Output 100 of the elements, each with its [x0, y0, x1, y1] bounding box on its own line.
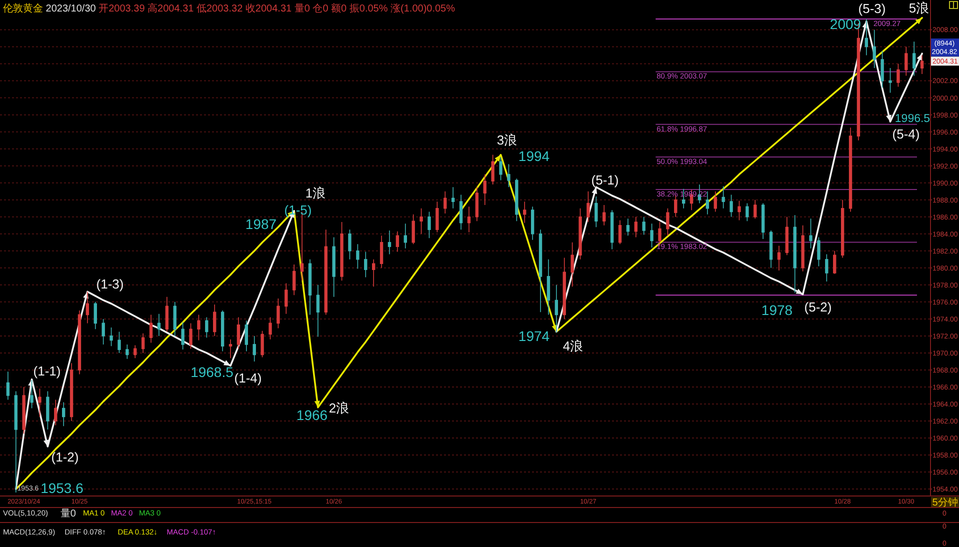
candlestick — [118, 331, 121, 354]
annotation: (1-4) — [234, 370, 262, 386]
candlestick — [626, 218, 630, 236]
candlestick — [562, 257, 566, 320]
candlestick — [197, 314, 200, 341]
candlestick — [880, 50, 884, 88]
candlestick — [316, 284, 320, 338]
annotation: (1-3) — [96, 276, 124, 292]
candlestick — [650, 223, 654, 248]
candlestick — [348, 229, 352, 260]
annotation: (1-5) — [284, 202, 312, 218]
text: 5分钟 — [932, 496, 958, 508]
candlestick — [912, 41, 916, 76]
candlestick — [491, 154, 494, 185]
annotation: 1978 — [761, 302, 793, 318]
candlestick — [530, 206, 534, 240]
candlestick — [507, 164, 510, 188]
annotation: 1968.5 — [190, 364, 234, 380]
candlestick — [444, 190, 447, 214]
candlestick — [420, 208, 423, 234]
candlestick — [888, 68, 892, 94]
candlestick — [46, 390, 50, 430]
candlestick — [475, 186, 479, 222]
candlestick — [110, 327, 113, 347]
candlestick — [483, 174, 486, 206]
candlestick — [205, 316, 208, 338]
candlestick — [404, 223, 407, 249]
chart-title: 伦敦黄金 2023/10/30 开2003.39 高2004.31 低2003.32 收2004.31 量0 仓0 额0 振0.05% 涨(1.00)0.05% — [3, 4, 456, 14]
candlestick — [181, 322, 184, 350]
candlestick — [340, 222, 344, 282]
candlestick — [141, 333, 145, 354]
annotation: 2浪 — [328, 400, 350, 416]
candlestick — [642, 216, 646, 236]
candlestick — [213, 304, 216, 336]
annotation: (5-2) — [804, 300, 832, 315]
candlestick — [436, 201, 439, 233]
candlestick — [602, 204, 606, 226]
candlestick — [38, 388, 42, 418]
annotation: (5-3) — [858, 1, 886, 16]
candlestick — [920, 54, 924, 74]
candlestick — [157, 313, 161, 336]
candlestick — [364, 251, 368, 278]
candlestick — [467, 206, 471, 233]
annotation: 1974 — [518, 328, 550, 344]
candlestick — [706, 190, 710, 215]
candlestick — [538, 229, 542, 313]
candlestick — [634, 216, 638, 238]
candlestick — [817, 236, 820, 267]
candlestick — [412, 214, 415, 244]
candlestick — [730, 194, 733, 218]
candlestick — [761, 202, 765, 240]
candlestick — [777, 245, 781, 271]
candlestick — [896, 63, 900, 88]
candlestick — [515, 178, 518, 222]
candlestick — [840, 199, 844, 258]
annotation: 3浪 — [496, 132, 518, 148]
candlestick — [864, 18, 868, 56]
candlestick — [70, 362, 74, 422]
candlestick — [102, 318, 105, 345]
candlestick — [801, 224, 804, 272]
annotation: (5-1) — [591, 172, 619, 188]
candlestick — [809, 218, 812, 249]
candlestick — [292, 264, 296, 296]
candlestick — [236, 316, 240, 350]
candlestick — [324, 229, 328, 316]
candlestick — [284, 282, 288, 314]
candlestick — [570, 242, 574, 288]
candlestick — [134, 344, 137, 358]
candlestick — [189, 322, 192, 350]
candlestick — [872, 29, 876, 68]
candlestick — [499, 156, 502, 181]
candlestick — [78, 310, 82, 375]
candlestick — [714, 190, 717, 212]
candlestick — [165, 296, 169, 332]
candlestick — [459, 194, 463, 230]
annotation: 1996.5 — [894, 113, 930, 126]
candlestick — [833, 250, 836, 274]
candlestick — [260, 330, 264, 358]
candlestick — [6, 371, 10, 400]
annotation: (1-1) — [33, 364, 61, 379]
annotation: 1966 — [296, 406, 328, 423]
candlestick — [54, 399, 58, 426]
annotation: 1浪 — [305, 186, 326, 201]
candlestick — [149, 314, 153, 344]
annotation: 1953.6 — [40, 480, 84, 496]
candlestick — [396, 230, 400, 252]
annotation: (5-4) — [892, 126, 920, 142]
candlestick — [388, 230, 392, 255]
candlestick — [372, 259, 376, 288]
candlestick — [769, 230, 773, 268]
candlestick — [666, 208, 670, 236]
candlestick — [228, 338, 232, 358]
candlestick — [220, 310, 224, 352]
candlestick — [451, 186, 455, 209]
candlestick — [244, 320, 248, 352]
candlestick — [554, 284, 558, 333]
candlestick — [618, 220, 622, 244]
candlestick — [746, 202, 749, 222]
annotation: (1-2) — [51, 450, 79, 465]
candlestick — [523, 201, 526, 224]
